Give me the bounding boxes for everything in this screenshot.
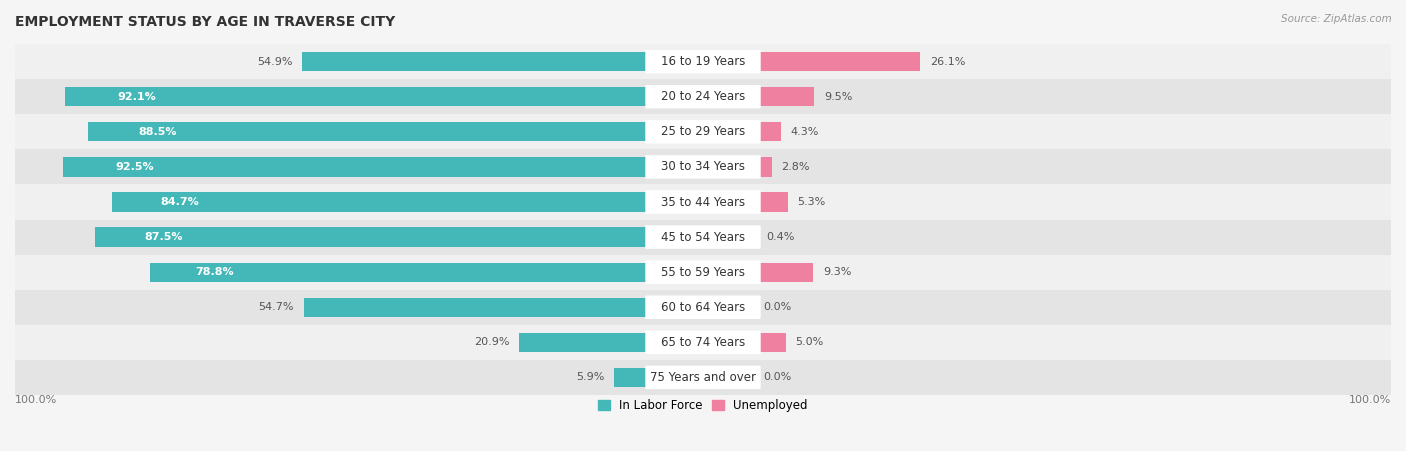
FancyBboxPatch shape bbox=[15, 79, 1391, 114]
Text: 9.5%: 9.5% bbox=[824, 92, 852, 102]
Text: 75 Years and over: 75 Years and over bbox=[650, 371, 756, 384]
Text: 0.4%: 0.4% bbox=[766, 232, 794, 242]
Text: 5.3%: 5.3% bbox=[797, 197, 825, 207]
FancyBboxPatch shape bbox=[645, 331, 761, 354]
Text: 60 to 64 Years: 60 to 64 Years bbox=[661, 301, 745, 314]
Bar bbox=[519, 333, 652, 352]
Bar bbox=[754, 157, 772, 177]
Bar bbox=[754, 333, 786, 352]
FancyBboxPatch shape bbox=[15, 44, 1391, 79]
FancyBboxPatch shape bbox=[15, 220, 1391, 255]
Text: 9.3%: 9.3% bbox=[823, 267, 851, 277]
Text: 92.1%: 92.1% bbox=[117, 92, 156, 102]
Bar bbox=[754, 262, 813, 282]
Bar bbox=[304, 298, 652, 317]
Bar bbox=[754, 122, 782, 142]
Bar bbox=[614, 368, 652, 387]
Text: 2.8%: 2.8% bbox=[782, 162, 810, 172]
FancyBboxPatch shape bbox=[645, 120, 761, 143]
Text: 30 to 34 Years: 30 to 34 Years bbox=[661, 161, 745, 174]
Text: 45 to 54 Years: 45 to 54 Years bbox=[661, 230, 745, 244]
Text: 88.5%: 88.5% bbox=[138, 127, 177, 137]
Bar bbox=[302, 52, 652, 71]
Bar bbox=[112, 193, 652, 212]
Text: 54.7%: 54.7% bbox=[259, 302, 294, 312]
Bar bbox=[754, 87, 814, 106]
Text: 20.9%: 20.9% bbox=[474, 337, 509, 347]
FancyBboxPatch shape bbox=[645, 85, 761, 109]
FancyBboxPatch shape bbox=[645, 190, 761, 214]
Bar bbox=[754, 227, 756, 247]
FancyBboxPatch shape bbox=[15, 149, 1391, 184]
Legend: In Labor Force, Unemployed: In Labor Force, Unemployed bbox=[596, 396, 810, 414]
Text: EMPLOYMENT STATUS BY AGE IN TRAVERSE CITY: EMPLOYMENT STATUS BY AGE IN TRAVERSE CIT… bbox=[15, 15, 395, 29]
Text: 54.9%: 54.9% bbox=[257, 57, 292, 67]
Text: 26.1%: 26.1% bbox=[929, 57, 965, 67]
FancyBboxPatch shape bbox=[645, 226, 761, 249]
Bar bbox=[754, 52, 921, 71]
Text: 100.0%: 100.0% bbox=[1348, 395, 1391, 405]
FancyBboxPatch shape bbox=[15, 184, 1391, 220]
Text: 4.3%: 4.3% bbox=[792, 127, 820, 137]
Bar bbox=[150, 262, 652, 282]
Text: 5.9%: 5.9% bbox=[576, 373, 605, 382]
FancyBboxPatch shape bbox=[645, 50, 761, 74]
Text: 65 to 74 Years: 65 to 74 Years bbox=[661, 336, 745, 349]
Text: Source: ZipAtlas.com: Source: ZipAtlas.com bbox=[1281, 14, 1392, 23]
Text: 16 to 19 Years: 16 to 19 Years bbox=[661, 55, 745, 68]
Bar bbox=[89, 122, 652, 142]
FancyBboxPatch shape bbox=[15, 325, 1391, 360]
Text: 0.0%: 0.0% bbox=[763, 373, 792, 382]
FancyBboxPatch shape bbox=[15, 360, 1391, 395]
FancyBboxPatch shape bbox=[645, 295, 761, 319]
FancyBboxPatch shape bbox=[15, 290, 1391, 325]
Bar bbox=[65, 87, 652, 106]
FancyBboxPatch shape bbox=[645, 260, 761, 284]
Bar bbox=[754, 193, 787, 212]
Text: 100.0%: 100.0% bbox=[15, 395, 58, 405]
Text: 25 to 29 Years: 25 to 29 Years bbox=[661, 125, 745, 138]
Text: 87.5%: 87.5% bbox=[145, 232, 183, 242]
Bar bbox=[94, 227, 652, 247]
Text: 84.7%: 84.7% bbox=[160, 197, 200, 207]
Bar bbox=[63, 157, 652, 177]
FancyBboxPatch shape bbox=[15, 255, 1391, 290]
Text: 20 to 24 Years: 20 to 24 Years bbox=[661, 90, 745, 103]
FancyBboxPatch shape bbox=[645, 155, 761, 179]
FancyBboxPatch shape bbox=[15, 114, 1391, 149]
Text: 0.0%: 0.0% bbox=[763, 302, 792, 312]
Text: 78.8%: 78.8% bbox=[195, 267, 233, 277]
Text: 35 to 44 Years: 35 to 44 Years bbox=[661, 195, 745, 208]
Text: 5.0%: 5.0% bbox=[796, 337, 824, 347]
Text: 55 to 59 Years: 55 to 59 Years bbox=[661, 266, 745, 279]
Text: 92.5%: 92.5% bbox=[115, 162, 153, 172]
FancyBboxPatch shape bbox=[645, 366, 761, 389]
